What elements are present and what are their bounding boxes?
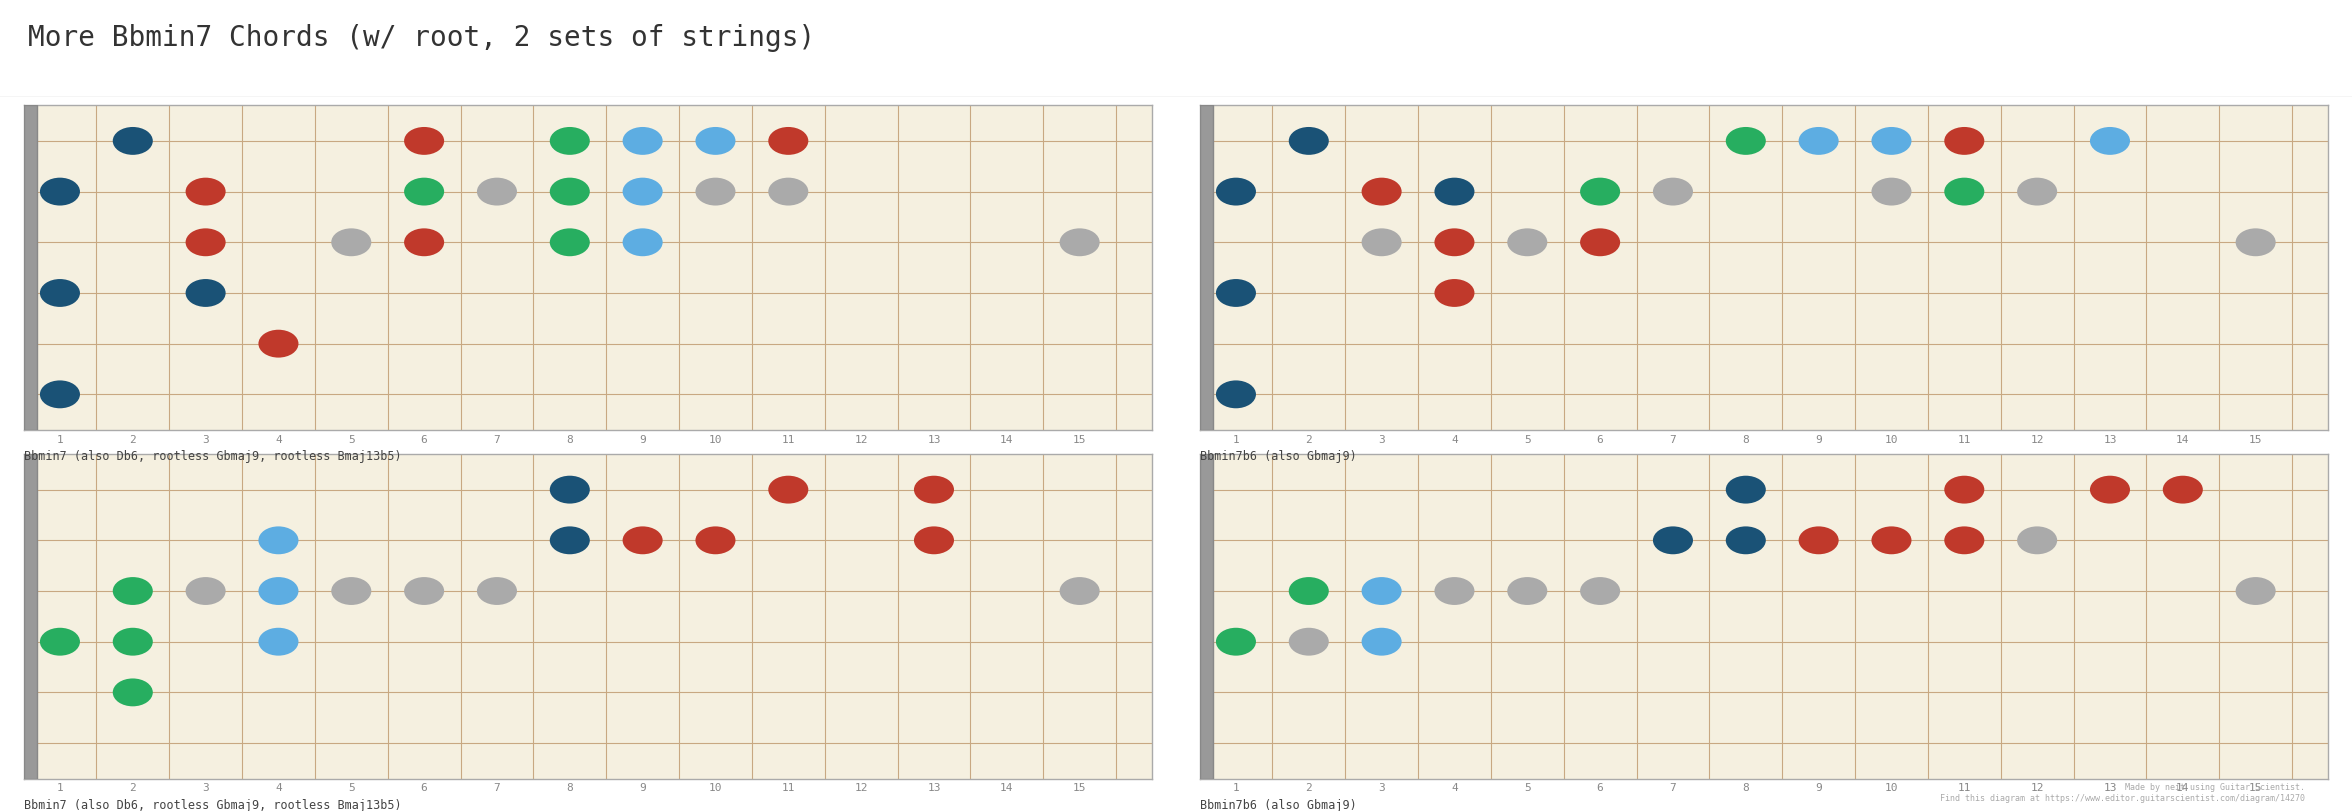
Ellipse shape: [1289, 127, 1329, 155]
Ellipse shape: [1653, 178, 1693, 205]
Ellipse shape: [1508, 577, 1548, 605]
Ellipse shape: [550, 476, 590, 504]
Text: Bbmin7 (also Db6, rootless Gbmaj9, rootless Bmaj13b5): Bbmin7 (also Db6, rootless Gbmaj9, rootl…: [24, 799, 402, 811]
Ellipse shape: [2018, 178, 2058, 205]
Ellipse shape: [915, 526, 955, 554]
Ellipse shape: [623, 127, 663, 155]
Ellipse shape: [1216, 380, 1256, 408]
Ellipse shape: [1799, 526, 1839, 554]
FancyBboxPatch shape: [1200, 454, 1214, 779]
Ellipse shape: [1508, 229, 1548, 256]
Ellipse shape: [769, 476, 809, 504]
Ellipse shape: [1872, 127, 1912, 155]
Ellipse shape: [1581, 178, 1621, 205]
Ellipse shape: [40, 178, 80, 205]
Ellipse shape: [623, 229, 663, 256]
Ellipse shape: [40, 279, 80, 307]
Text: Bbmin7 (also Db6, rootless Gbmaj9, rootless Bmaj13b5): Bbmin7 (also Db6, rootless Gbmaj9, rootl…: [24, 450, 402, 463]
Ellipse shape: [1061, 577, 1101, 605]
Ellipse shape: [1216, 178, 1256, 205]
Ellipse shape: [1945, 178, 1985, 205]
Ellipse shape: [113, 127, 153, 155]
Ellipse shape: [186, 577, 226, 605]
Ellipse shape: [113, 577, 153, 605]
Ellipse shape: [186, 229, 226, 256]
Ellipse shape: [915, 476, 955, 504]
Ellipse shape: [1945, 476, 1985, 504]
Ellipse shape: [1872, 526, 1912, 554]
Ellipse shape: [2091, 476, 2131, 504]
FancyBboxPatch shape: [24, 454, 38, 779]
Ellipse shape: [1726, 476, 1766, 504]
Ellipse shape: [1872, 178, 1912, 205]
Ellipse shape: [1945, 127, 1985, 155]
Ellipse shape: [550, 127, 590, 155]
Ellipse shape: [2018, 526, 2058, 554]
Ellipse shape: [477, 178, 517, 205]
Ellipse shape: [259, 577, 299, 605]
Ellipse shape: [405, 229, 445, 256]
Ellipse shape: [332, 577, 372, 605]
Ellipse shape: [40, 380, 80, 408]
Ellipse shape: [1216, 628, 1256, 655]
Ellipse shape: [550, 178, 590, 205]
Ellipse shape: [1435, 279, 1475, 307]
Ellipse shape: [1581, 577, 1621, 605]
Ellipse shape: [696, 526, 736, 554]
Ellipse shape: [1653, 526, 1693, 554]
Ellipse shape: [623, 178, 663, 205]
Ellipse shape: [769, 127, 809, 155]
Ellipse shape: [550, 229, 590, 256]
Ellipse shape: [186, 279, 226, 307]
Ellipse shape: [1216, 279, 1256, 307]
Text: More Bbmin7 Chords (w/ root, 2 sets of strings): More Bbmin7 Chords (w/ root, 2 sets of s…: [28, 24, 816, 53]
Ellipse shape: [1435, 229, 1475, 256]
Ellipse shape: [1289, 628, 1329, 655]
Ellipse shape: [259, 330, 299, 358]
FancyBboxPatch shape: [24, 105, 38, 430]
Ellipse shape: [405, 127, 445, 155]
Ellipse shape: [1799, 127, 1839, 155]
Ellipse shape: [623, 526, 663, 554]
Ellipse shape: [1726, 127, 1766, 155]
FancyBboxPatch shape: [1200, 105, 1214, 430]
Ellipse shape: [2237, 577, 2277, 605]
Ellipse shape: [1435, 577, 1475, 605]
Ellipse shape: [259, 628, 299, 655]
Ellipse shape: [1435, 178, 1475, 205]
Ellipse shape: [332, 229, 372, 256]
Ellipse shape: [113, 628, 153, 655]
Ellipse shape: [1726, 526, 1766, 554]
Ellipse shape: [113, 679, 153, 706]
Ellipse shape: [550, 526, 590, 554]
Text: Bbmin7b6 (also Gbmaj9): Bbmin7b6 (also Gbmaj9): [1200, 450, 1357, 463]
Ellipse shape: [1362, 577, 1402, 605]
Ellipse shape: [405, 178, 445, 205]
Ellipse shape: [259, 526, 299, 554]
Ellipse shape: [696, 178, 736, 205]
Ellipse shape: [1945, 526, 1985, 554]
Ellipse shape: [2237, 229, 2277, 256]
Ellipse shape: [1581, 229, 1621, 256]
Ellipse shape: [2164, 476, 2204, 504]
Ellipse shape: [477, 577, 517, 605]
Ellipse shape: [40, 628, 80, 655]
Ellipse shape: [1061, 229, 1101, 256]
Text: Bbmin7b6 (also Gbmaj9): Bbmin7b6 (also Gbmaj9): [1200, 799, 1357, 811]
Ellipse shape: [2091, 127, 2131, 155]
Ellipse shape: [769, 178, 809, 205]
Ellipse shape: [1289, 577, 1329, 605]
Ellipse shape: [405, 577, 445, 605]
Ellipse shape: [1362, 628, 1402, 655]
Ellipse shape: [696, 127, 736, 155]
Ellipse shape: [1362, 178, 1402, 205]
Ellipse shape: [1362, 229, 1402, 256]
Text: Made by neit using Guitar Scientist.
Find this diagram at https://www.editor.gui: Made by neit using Guitar Scientist. Fin…: [1940, 783, 2305, 803]
Ellipse shape: [186, 178, 226, 205]
